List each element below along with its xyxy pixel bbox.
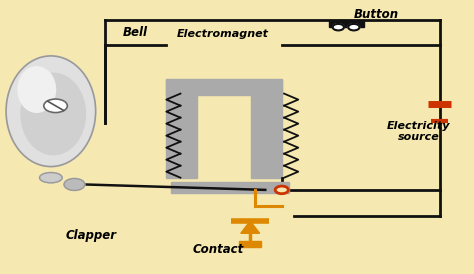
Bar xyxy=(251,80,282,178)
Ellipse shape xyxy=(39,173,62,183)
Circle shape xyxy=(348,24,359,30)
Text: Electricity
source: Electricity source xyxy=(387,121,450,142)
Bar xyxy=(166,79,282,95)
Circle shape xyxy=(44,99,67,113)
Bar xyxy=(239,241,261,247)
Text: Button: Button xyxy=(354,8,399,21)
Text: Contact: Contact xyxy=(192,243,244,256)
Bar xyxy=(329,19,364,27)
Text: Electromagnet: Electromagnet xyxy=(177,29,269,39)
Circle shape xyxy=(275,186,288,194)
Ellipse shape xyxy=(6,56,96,167)
Ellipse shape xyxy=(21,73,85,155)
Circle shape xyxy=(333,24,344,30)
Bar xyxy=(171,182,289,193)
Polygon shape xyxy=(241,221,260,233)
Ellipse shape xyxy=(18,67,55,112)
Text: Bell: Bell xyxy=(123,26,148,39)
Text: Clapper: Clapper xyxy=(65,229,117,242)
Circle shape xyxy=(64,178,85,190)
Bar xyxy=(166,80,197,178)
